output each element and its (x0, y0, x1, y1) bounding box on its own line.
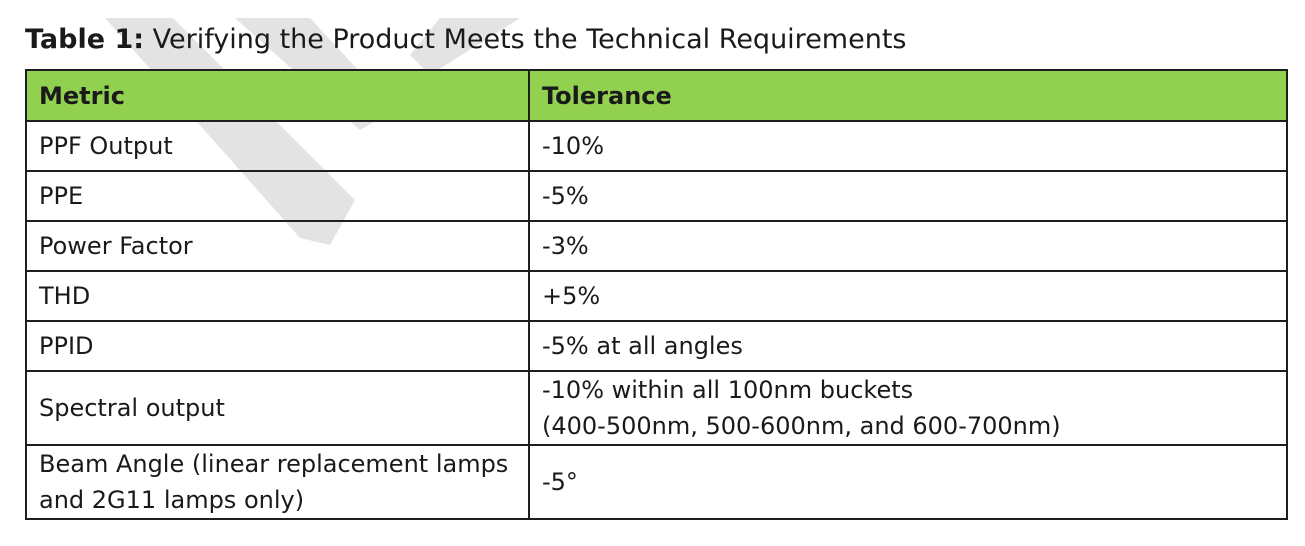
requirements-table: Metric Tolerance PPF Output -10% PPE -5%… (25, 69, 1288, 520)
metric-cell: PPID (25, 320, 530, 372)
tolerance-cell: -5% at all angles (528, 320, 1288, 372)
metric-cell: Spectral output (25, 370, 530, 446)
table-caption-label: Table 1: (25, 24, 145, 55)
metric-cell: Beam Angle (linear replacement lamps and… (25, 444, 530, 520)
tolerance-cell: -3% (528, 220, 1288, 272)
table-header-row: Metric Tolerance (25, 69, 1288, 122)
table-caption: Table 1: Verifying the Product Meets the… (25, 22, 906, 58)
table-row: PPID -5% at all angles (25, 320, 1288, 372)
tolerance-cell: -5° (528, 444, 1288, 520)
tolerance-cell: -10% (528, 120, 1288, 172)
tolerance-cell: -5% (528, 170, 1288, 222)
column-header-metric: Metric (25, 69, 530, 122)
table-row: PPF Output -10% (25, 120, 1288, 172)
table-row: Beam Angle (linear replacement lamps and… (25, 444, 1288, 520)
tolerance-cell: -10% within all 100nm buckets (400-500nm… (528, 370, 1288, 446)
table-caption-text: Verifying the Product Meets the Technica… (152, 24, 907, 55)
tolerance-cell: +5% (528, 270, 1288, 322)
metric-cell: Power Factor (25, 220, 530, 272)
table-row: THD +5% (25, 270, 1288, 322)
table-row: Spectral output -10% within all 100nm bu… (25, 370, 1288, 446)
metric-cell: THD (25, 270, 530, 322)
metric-cell: PPF Output (25, 120, 530, 172)
metric-cell: PPE (25, 170, 530, 222)
table-row: Power Factor -3% (25, 220, 1288, 272)
column-header-tolerance: Tolerance (528, 69, 1288, 122)
table-row: PPE -5% (25, 170, 1288, 222)
